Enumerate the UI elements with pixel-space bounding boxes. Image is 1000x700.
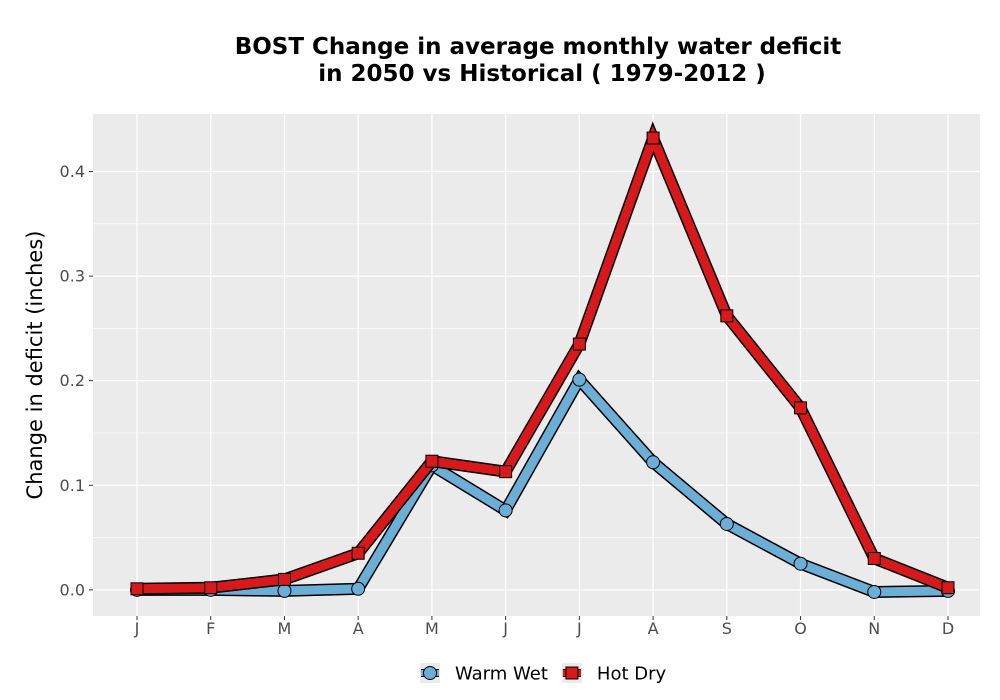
hot-dry-point	[499, 465, 513, 479]
x-tick-label: S	[722, 619, 732, 638]
y-tick-label: 0.4	[60, 162, 85, 181]
y-tick-label: 0.2	[60, 371, 85, 390]
chart-title-line1: BOST Change in average monthly water def…	[235, 34, 842, 60]
y-axis: 0.0 0.1 0.2 0.3 0.4	[60, 162, 93, 599]
x-tick-label: F	[206, 619, 215, 638]
warm-wet-point	[572, 372, 587, 387]
warm-wet-point	[646, 455, 661, 470]
hot-dry-point	[794, 401, 808, 415]
hot-dry-point	[720, 309, 734, 323]
y-tick-label: 0.3	[60, 267, 85, 286]
hot-dry-point	[277, 572, 291, 586]
x-tick-label: J	[134, 619, 140, 638]
x-tick-label: A	[353, 619, 364, 638]
hot-dry-point	[351, 546, 365, 560]
hot-dry-point	[941, 581, 955, 595]
x-tick-label: J	[502, 619, 508, 638]
y-axis-label: Change in deficit (inches)	[23, 231, 47, 500]
legend-key-marker	[565, 666, 579, 680]
legend: Warm Wet Hot Dry	[420, 663, 666, 685]
hot-dry-point	[425, 454, 439, 468]
x-tick-label: M	[425, 619, 439, 638]
chart-title-line2: in 2050 vs Historical ( 1979-2012 )	[318, 61, 765, 87]
hot-dry-point	[204, 581, 218, 595]
grid	[93, 114, 980, 616]
x-tick-label: N	[868, 619, 880, 638]
warm-wet-line	[137, 371, 949, 597]
series-hot-dry	[130, 121, 955, 596]
legend-item-hot-dry: Hot Dry	[561, 663, 667, 685]
x-tick-label: M	[278, 619, 292, 638]
hot-dry-point	[646, 131, 660, 145]
warm-wet-point	[351, 581, 366, 596]
hot-dry-point	[572, 337, 586, 351]
x-tick-label: D	[942, 619, 954, 638]
plot-panel	[93, 114, 980, 616]
y-tick-label: 0.0	[60, 580, 85, 599]
x-tick-label: J	[576, 619, 582, 638]
hot-dry-line	[136, 125, 950, 594]
legend-key-marker	[423, 666, 437, 680]
legend-label: Warm Wet	[455, 664, 548, 685]
warm-wet-point	[793, 556, 808, 571]
hot-dry-point	[867, 551, 881, 565]
warm-wet-point	[719, 516, 734, 531]
legend-label: Hot Dry	[597, 664, 667, 685]
warm-wet-point	[867, 584, 882, 599]
legend-item-warm-wet: Warm Wet	[420, 663, 548, 685]
series-layer	[130, 121, 955, 599]
hot-dry-point	[130, 582, 144, 596]
warm-wet-point	[498, 503, 513, 518]
warm-wet-point	[277, 583, 292, 598]
x-tick-label: O	[794, 619, 807, 638]
x-tick-label: A	[648, 619, 659, 638]
y-tick-label: 0.1	[60, 476, 85, 495]
